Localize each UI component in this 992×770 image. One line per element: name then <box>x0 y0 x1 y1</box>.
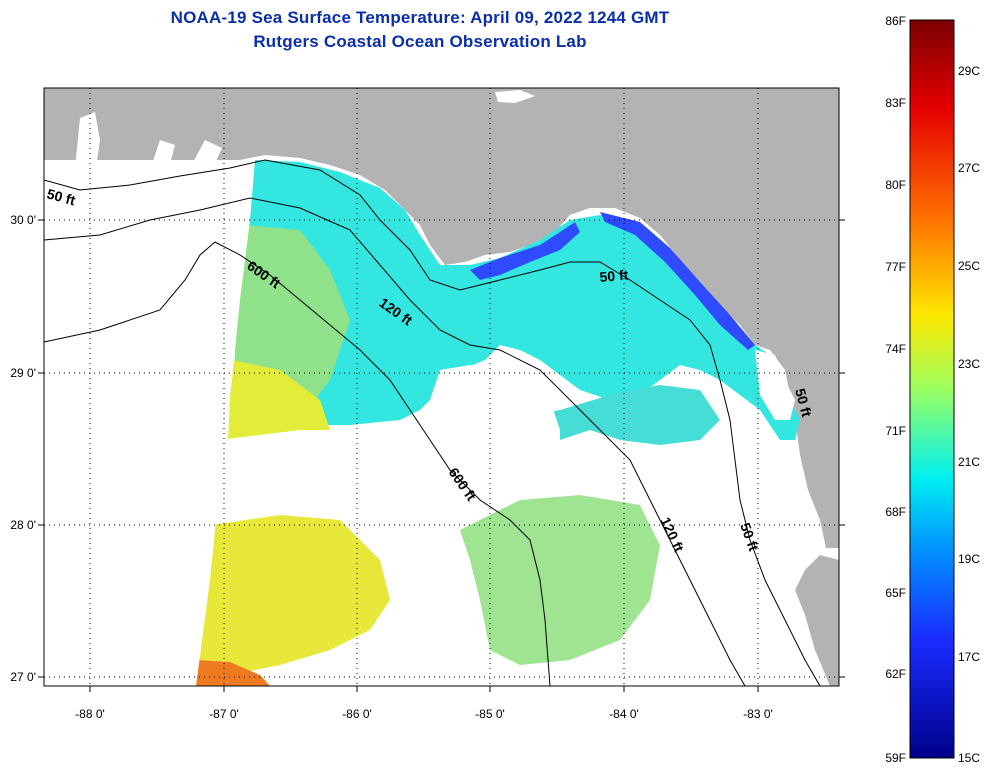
celsius-label: 27C <box>958 161 980 175</box>
celsius-label: 21C <box>958 455 980 469</box>
fahrenheit-label: 80F <box>885 178 906 192</box>
latitude-label: 28 0' <box>10 518 36 532</box>
land-mass <box>44 88 839 548</box>
fahrenheit-label: 83F <box>885 96 906 110</box>
small-cloud-top <box>495 90 535 103</box>
fahrenheit-label: 77F <box>885 260 906 274</box>
fahrenheit-label: 62F <box>885 667 906 681</box>
cloud-mask-2 <box>215 430 470 520</box>
fahrenheit-label: 68F <box>885 505 906 519</box>
fahrenheit-label: 86F <box>885 14 906 28</box>
fahrenheit-label: 65F <box>885 586 906 600</box>
cloud-mask-1 <box>420 365 560 470</box>
longitude-label: -84 0' <box>609 707 639 721</box>
sst-yellow-west <box>228 360 330 450</box>
western-no-data <box>44 160 255 686</box>
celsius-label: 23C <box>958 357 980 371</box>
sst-blue-coast <box>470 212 755 350</box>
celsius-label: 17C <box>958 650 980 664</box>
cloud-mask-3 <box>560 440 830 686</box>
map-subtitle: Rutgers Coastal Ocean Observation Lab <box>253 32 587 51</box>
latitude-label: 27 0' <box>10 670 36 684</box>
eastern-coast-cloud <box>755 350 795 420</box>
contour-label: 50 ft <box>599 267 629 285</box>
contour-50ft <box>44 159 821 686</box>
sst-yellow-south <box>198 515 390 680</box>
contour-label: 50 ft <box>45 185 77 208</box>
sst-green-central <box>460 495 660 665</box>
colorbar-fahrenheit: 86F 83F 80F 77F 74F 71F 68F 65F 62F 59F <box>885 14 906 765</box>
contour-600ft <box>44 241 551 686</box>
colorbar <box>909 19 955 759</box>
longitude-label: -85 0' <box>475 707 505 721</box>
latitude-label: 30 0' <box>10 213 36 227</box>
map-border <box>43 87 840 687</box>
fahrenheit-label: 74F <box>885 342 906 356</box>
sst-orange-corner <box>194 660 270 686</box>
axis-ticks <box>38 219 845 692</box>
map-title: NOAA-19 Sea Surface Temperature: April 0… <box>170 8 670 27</box>
celsius-label: 29C <box>958 64 980 78</box>
colorbar-celsius: 29C 27C 25C 23C 21C 19C 17C 15C <box>958 64 980 765</box>
celsius-label: 25C <box>958 259 980 273</box>
longitude-label: -87 0' <box>209 707 239 721</box>
sst-cyan-shelf <box>235 160 800 440</box>
longitude-label: -88 0' <box>75 707 105 721</box>
celsius-label: 19C <box>958 552 980 566</box>
longitude-label: -83 0' <box>743 707 773 721</box>
land-peninsula <box>795 555 839 686</box>
fahrenheit-label: 59F <box>885 751 906 765</box>
contour-label: 50 ft <box>792 387 815 419</box>
longitude-label: -86 0' <box>342 707 372 721</box>
celsius-label: 15C <box>958 751 980 765</box>
contour-120ft <box>44 197 746 686</box>
fahrenheit-label: 71F <box>885 424 906 438</box>
mobile-bay <box>75 112 100 168</box>
latitude-label: 29 0' <box>10 366 36 380</box>
